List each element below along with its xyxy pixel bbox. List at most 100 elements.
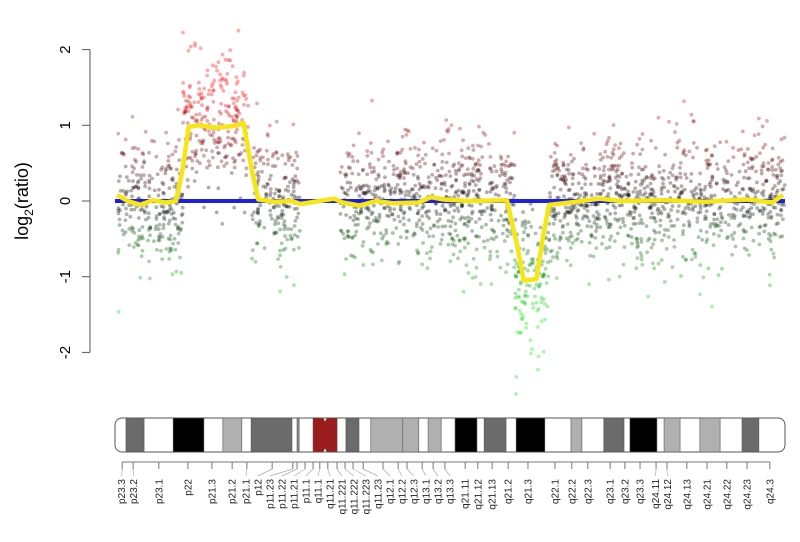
data-point [652,237,657,242]
data-point [655,208,660,213]
data-point [147,178,152,183]
data-point [768,194,772,199]
data-point [674,175,678,180]
data-point [555,250,560,255]
data-point [528,202,533,206]
data-point [747,207,752,212]
data-point [192,100,197,105]
data-point [732,206,736,211]
data-point [589,193,594,198]
data-point [703,148,708,153]
data-point [723,220,728,225]
band-label-leader [382,468,391,477]
data-point [596,202,600,206]
data-point [223,143,228,148]
data-point [677,193,682,198]
data-point [459,202,464,207]
data-point [681,232,685,237]
data-point [417,147,421,152]
data-point [166,141,170,146]
data-point [659,191,664,196]
data-point [344,257,348,261]
data-point [554,158,559,162]
data-point [351,254,355,258]
data-point [608,178,613,183]
data-point [395,166,400,171]
data-point [416,176,420,181]
data-point [161,191,166,196]
data-point [462,191,466,196]
data-point [495,254,500,259]
data-point [118,208,122,213]
data-point [526,248,530,253]
data-point [775,173,780,178]
data-point [613,205,617,210]
data-point [466,215,471,220]
data-point [227,113,232,118]
data-point [279,216,284,220]
data-point [133,145,137,150]
data-point [650,192,654,197]
data-point [742,229,746,234]
data-point [730,252,734,257]
data-point [707,203,712,208]
data-point [659,185,664,190]
data-point [651,177,656,181]
data-point [611,152,616,157]
data-point [183,109,188,113]
data-point [608,222,612,226]
data-point [689,179,693,184]
data-point [629,235,634,239]
data-point [704,240,709,244]
data-point [551,169,555,174]
data-point [719,211,723,216]
data-point [770,146,775,151]
data-point [649,215,653,220]
data-point [775,176,780,181]
data-point [630,165,635,170]
data-point [227,104,231,108]
data-point [736,148,741,153]
data-point [173,222,178,227]
data-point [351,159,356,163]
data-point [439,187,444,191]
data-point [416,211,420,216]
data-point [173,247,178,252]
data-point [539,295,544,300]
data-point [634,206,638,211]
data-point [647,205,652,210]
data-point [180,205,185,210]
data-point [566,168,571,172]
data-point [564,258,569,263]
data-point [440,159,445,164]
data-point [680,191,684,195]
data-point [579,186,584,191]
data-point [348,166,352,171]
data-point [178,228,183,233]
data-point [290,177,295,182]
data-point [736,180,740,185]
data-point [469,178,474,183]
data-point [566,238,571,243]
data-point [525,232,530,237]
band-label-leader [363,468,379,477]
data-point [451,215,455,220]
data-point [708,162,713,167]
data-point [561,162,566,167]
data-point [551,233,556,238]
data-point [268,193,272,198]
data-point [548,191,552,195]
data-point [155,172,160,177]
data-point [526,220,531,225]
data-point [530,301,535,306]
data-point [658,209,663,214]
data-point [649,193,654,198]
data-point [684,176,689,180]
data-point [190,158,195,163]
data-point [224,79,229,83]
data-point [452,208,457,213]
data-point [501,162,505,167]
data-point [725,171,729,176]
data-point [698,203,703,208]
data-point [338,212,343,216]
